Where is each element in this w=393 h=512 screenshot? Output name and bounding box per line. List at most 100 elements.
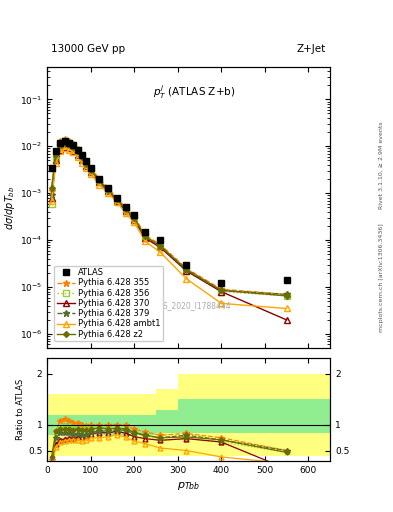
Pythia 6.428 ambt1 [66,146,71,153]
Pythia 6.428 370 [80,157,84,163]
Pythia 6.428 356 [158,244,163,250]
Y-axis label: Ratio to ATLAS: Ratio to ATLAS [16,379,25,440]
ATLAS [132,211,137,218]
Pythia 6.428 z2 [132,215,137,221]
Pythia 6.428 379 [88,168,93,174]
Pythia 6.428 379 [106,187,110,194]
Pythia 6.428 ambt1 [58,148,62,154]
Pythia 6.428 356 [219,289,224,295]
Pythia 6.428 356 [71,143,75,150]
Pythia 6.428 370 [71,148,75,155]
ATLAS [66,139,71,145]
Pythia 6.428 z2 [49,185,54,191]
Pythia 6.428 370 [132,217,137,223]
Pythia 6.428 370 [219,289,224,295]
Pythia 6.428 355 [114,195,119,201]
ATLAS [62,138,67,144]
Line: Pythia 6.428 379: Pythia 6.428 379 [48,141,290,298]
Legend: ATLAS, Pythia 6.428 355, Pythia 6.428 356, Pythia 6.428 370, Pythia 6.428 379, P: ATLAS, Pythia 6.428 355, Pythia 6.428 35… [54,266,163,341]
Pythia 6.428 z2 [62,139,67,145]
Text: mcplots.cern.ch [arXiv:1306.3436]: mcplots.cern.ch [arXiv:1306.3436] [379,223,384,332]
Pythia 6.428 370 [75,152,80,158]
Pythia 6.428 370 [88,168,93,175]
Pythia 6.428 ambt1 [106,190,110,196]
Pythia 6.428 379 [97,179,102,185]
Text: Z+Jet: Z+Jet [297,44,326,54]
Pythia 6.428 355 [71,141,75,147]
Pythia 6.428 z2 [53,151,58,157]
ATLAS [106,185,110,191]
Pythia 6.428 355 [284,291,289,297]
Pythia 6.428 370 [49,195,54,201]
Pythia 6.428 379 [49,193,54,199]
Pythia 6.428 ambt1 [71,149,75,155]
Pythia 6.428 356 [184,268,189,274]
Pythia 6.428 z2 [71,144,75,151]
Text: ATLAS_2020_I1788444: ATLAS_2020_I1788444 [145,302,232,310]
Pythia 6.428 379 [123,206,128,212]
Pythia 6.428 355 [184,265,189,271]
ATLAS [123,204,128,210]
Y-axis label: $d\sigma/dpT_{bb}$: $d\sigma/dpT_{bb}$ [3,185,17,229]
Pythia 6.428 z2 [143,233,147,240]
Pythia 6.428 356 [88,166,93,172]
Pythia 6.428 379 [219,287,224,293]
Pythia 6.428 355 [106,185,110,191]
ATLAS [114,195,119,201]
Pythia 6.428 ambt1 [80,160,84,166]
Pythia 6.428 355 [53,151,58,157]
Pythia 6.428 379 [58,143,62,150]
Pythia 6.428 z2 [114,196,119,202]
Pythia 6.428 356 [114,198,119,204]
Pythia 6.428 379 [80,157,84,163]
Pythia 6.428 356 [84,160,89,166]
Pythia 6.428 370 [106,188,110,195]
Pythia 6.428 370 [84,163,89,169]
Pythia 6.428 z2 [84,160,89,166]
Pythia 6.428 355 [49,188,54,195]
Pythia 6.428 ambt1 [97,182,102,188]
Pythia 6.428 z2 [219,287,224,293]
Pythia 6.428 356 [132,216,137,222]
Pythia 6.428 ambt1 [53,160,58,166]
Pythia 6.428 355 [80,152,84,158]
Pythia 6.428 355 [66,138,71,144]
Line: Pythia 6.428 ambt1: Pythia 6.428 ambt1 [49,146,289,311]
Pythia 6.428 ambt1 [62,145,67,152]
Line: Pythia 6.428 z2: Pythia 6.428 z2 [50,140,289,298]
Pythia 6.428 355 [75,146,80,152]
Pythia 6.428 356 [97,178,102,184]
ATLAS [143,229,147,235]
X-axis label: $p_{Tbb}$: $p_{Tbb}$ [177,480,200,492]
Pythia 6.428 355 [123,204,128,210]
Pythia 6.428 356 [284,293,289,299]
Pythia 6.428 355 [158,242,163,248]
ATLAS [75,146,80,153]
Pythia 6.428 z2 [58,141,62,147]
Pythia 6.428 356 [58,141,62,147]
Pythia 6.428 ambt1 [75,154,80,160]
Pythia 6.428 379 [62,141,67,147]
Pythia 6.428 379 [75,151,80,157]
ATLAS [84,158,89,164]
Pythia 6.428 355 [132,214,137,220]
Pythia 6.428 z2 [123,206,128,212]
Pythia 6.428 356 [106,186,110,193]
Text: $p_T^j$ (ATLAS Z+b): $p_T^j$ (ATLAS Z+b) [153,83,235,101]
ATLAS [71,142,75,148]
Pythia 6.428 379 [71,146,75,153]
Pythia 6.428 z2 [184,267,189,273]
Pythia 6.428 ambt1 [114,199,119,205]
Pythia 6.428 355 [62,136,67,142]
Pythia 6.428 ambt1 [158,249,163,255]
Pythia 6.428 356 [66,139,71,145]
Pythia 6.428 379 [158,243,163,249]
Pythia 6.428 356 [53,156,58,162]
Pythia 6.428 355 [219,286,224,292]
Pythia 6.428 370 [143,235,147,241]
Pythia 6.428 379 [114,197,119,203]
Pythia 6.428 356 [80,153,84,159]
Pythia 6.428 379 [132,216,137,222]
Line: Pythia 6.428 356: Pythia 6.428 356 [49,138,289,298]
Pythia 6.428 370 [58,146,62,153]
